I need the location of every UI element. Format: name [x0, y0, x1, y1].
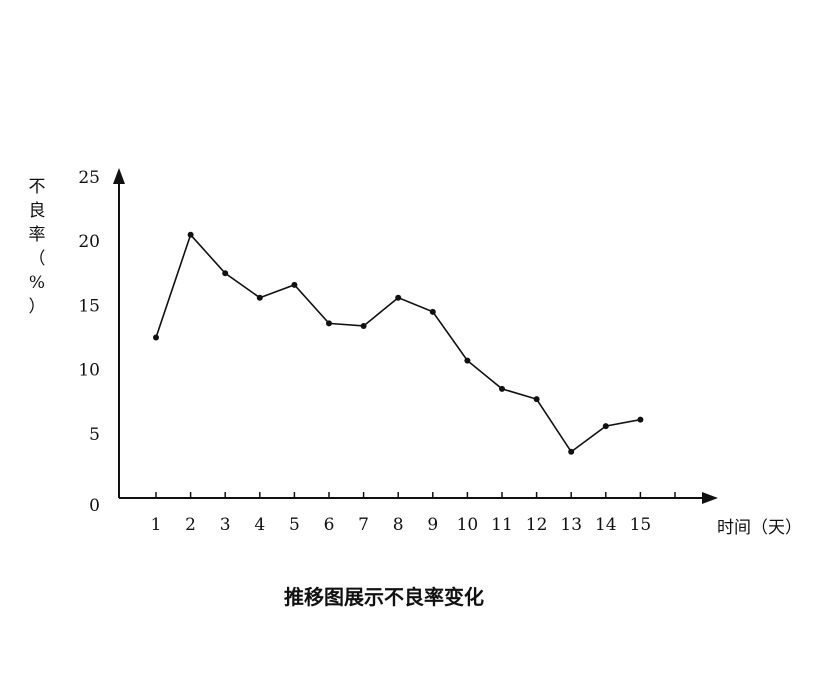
x-tick-label: 5 [289, 515, 300, 535]
x-tick-label: 6 [324, 515, 335, 535]
y-tick-label: 0 [89, 496, 100, 516]
data-point [637, 416, 644, 423]
y-tick-label: 10 [78, 361, 100, 381]
y-tick-label: 20 [78, 232, 100, 252]
x-tick-label: 12 [526, 515, 548, 535]
data-point [568, 448, 575, 455]
x-axis-arrow [702, 492, 718, 504]
series [153, 231, 644, 455]
data-point [360, 322, 367, 329]
x-tick-label: 10 [457, 515, 479, 535]
y-tick-label: 15 [78, 296, 100, 316]
data-point [256, 294, 263, 301]
data-point [153, 334, 159, 341]
data-point [464, 357, 471, 364]
y-ticks: 0 5 10 15 20 25 [78, 168, 100, 516]
data-point [499, 385, 505, 392]
y-axis-label: 不良率（%） [29, 177, 46, 317]
data-point [222, 270, 229, 277]
data-point [291, 281, 298, 288]
x-tick-label: 14 [595, 515, 617, 535]
x-tick-label: 7 [358, 515, 369, 535]
x-axis-label: 时间（天） [717, 518, 802, 538]
x-tick-label: 9 [427, 515, 438, 535]
x-tick-label: 8 [393, 515, 404, 535]
series-line [155, 233, 641, 453]
x-tick-label: 15 [630, 515, 652, 535]
data-point [326, 320, 332, 327]
x-ticks: 1 2 3 4 5 6 7 8 9 10 11 12 13 14 15 [151, 492, 676, 535]
x-tick-label: 3 [220, 515, 231, 535]
data-point [602, 423, 609, 430]
y-axis-arrow [113, 168, 125, 184]
x-tick-label: 1 [151, 515, 162, 535]
x-tick-label: 11 [491, 515, 513, 535]
chart-caption: 推移图展示不良率变化 [284, 585, 484, 609]
y-tick-label: 25 [78, 168, 100, 188]
y-tick-label: 5 [89, 425, 100, 445]
data-point [429, 308, 436, 315]
data-point [187, 231, 194, 238]
x-tick-label: 4 [254, 515, 265, 535]
x-tick-label: 13 [560, 515, 582, 535]
data-point [533, 396, 540, 403]
x-tick-label: 2 [185, 515, 196, 535]
data-point [395, 294, 402, 301]
